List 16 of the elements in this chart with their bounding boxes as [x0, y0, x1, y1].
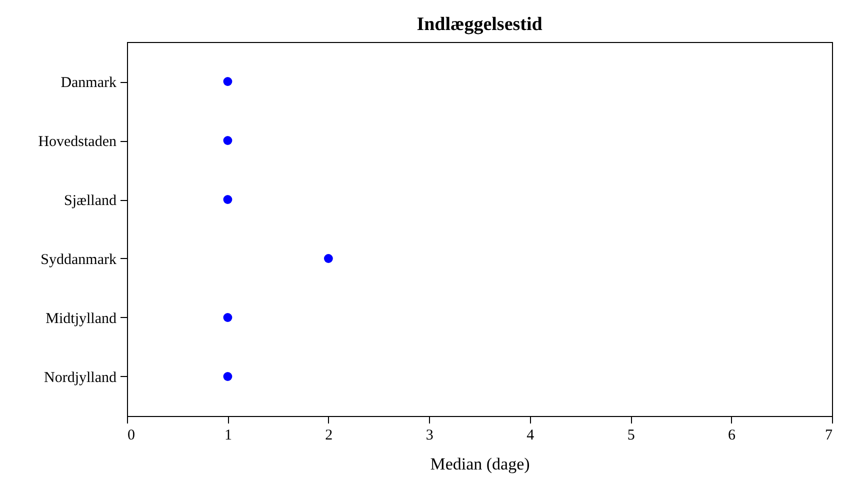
x-axis-title: Median (dage)	[430, 454, 530, 474]
x-tick-label: 2	[325, 428, 333, 444]
y-tick-label: Nordjylland	[44, 370, 117, 386]
y-tick-label: Sjælland	[64, 193, 117, 210]
x-tick-label: 7	[825, 428, 833, 444]
x-tick-label: 1	[224, 428, 232, 444]
x-tick-label: 3	[426, 428, 434, 444]
x-tick-label: 4	[526, 428, 535, 444]
x-tick-label: 5	[627, 428, 635, 444]
y-tick-label: Hovedstaden	[38, 134, 117, 150]
y-tick-label: Syddanmark	[40, 252, 117, 268]
y-tick-label: Midtjylland	[46, 310, 117, 327]
chart-title: Indlæggelsestid	[416, 14, 543, 35]
x-tick-label: 6	[728, 428, 736, 444]
y-tick-label: Danmark	[60, 75, 117, 92]
x-tick-label: 0	[128, 428, 135, 444]
